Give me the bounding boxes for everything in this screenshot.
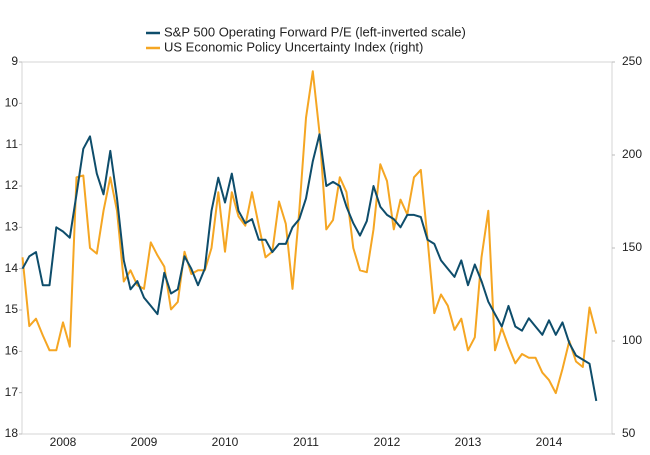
x-tick-label: 2009 [131,435,158,449]
y2-tick-label: 200 [622,147,642,161]
y-tick-label: 17 [5,385,19,399]
y2-tick-label: 250 [622,54,642,68]
y-tick-label: 16 [5,344,19,358]
x-tick-label: 2013 [455,435,482,449]
legend-label: S&P 500 Operating Forward P/E (left-inve… [164,24,466,39]
y-tick-label: 11 [6,137,19,151]
x-tick-label: 2010 [212,435,239,449]
series-line [21,70,598,395]
x-tick-label: 2011 [293,435,319,449]
x-tick-label: 2008 [50,435,77,449]
y-tick-label: 12 [5,178,19,192]
legend: S&P 500 Operating Forward P/E (left-inve… [146,24,466,54]
series-line [21,133,598,402]
y2-tick-label: 150 [622,240,642,254]
legend-label: US Economic Policy Uncertainty Index (ri… [164,39,423,54]
y-tick-label: 14 [5,261,19,275]
y-tick-label: 15 [5,302,19,316]
y-tick-label: 18 [5,426,19,440]
y-tick-label: 9 [11,54,18,68]
x-tick-label: 2012 [374,435,401,449]
y-tick-label: 10 [5,96,19,110]
y2-tick-label: 50 [622,426,636,440]
x-tick-label: 2014 [536,435,563,449]
y-tick-label: 13 [5,220,19,234]
y2-tick-label: 100 [622,333,642,347]
